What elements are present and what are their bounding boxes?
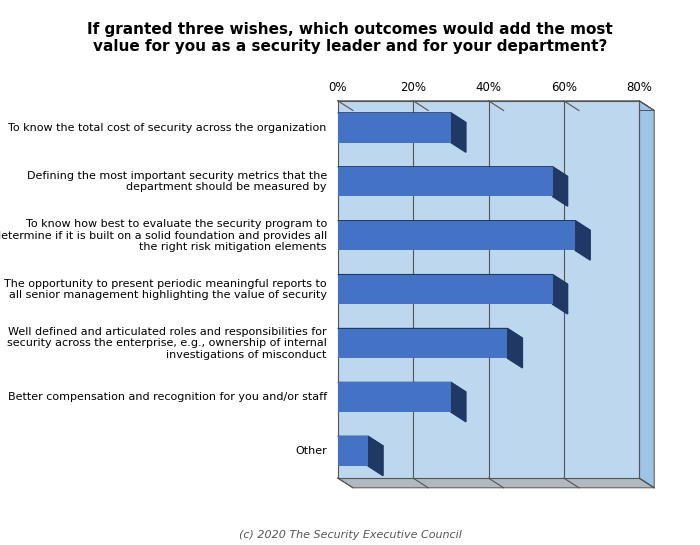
Text: To know how best to evaluate the security program to
determine if it is built on: To know how best to evaluate the securit… [0, 219, 327, 252]
Polygon shape [338, 113, 466, 123]
Polygon shape [338, 101, 654, 111]
Polygon shape [552, 275, 568, 314]
Polygon shape [338, 167, 568, 177]
Polygon shape [368, 437, 383, 476]
Text: (c) 2020 The Security Executive Council: (c) 2020 The Security Executive Council [239, 530, 461, 540]
Text: Well defined and articulated roles and responsibilities for
security across the : Well defined and articulated roles and r… [7, 327, 327, 360]
Text: To know the total cost of security across the organization: To know the total cost of security acros… [8, 123, 327, 133]
Bar [338, 221, 575, 250]
Polygon shape [451, 383, 466, 422]
Text: Better compensation and recognition for you and/or staff: Better compensation and recognition for … [8, 392, 327, 402]
Polygon shape [575, 221, 590, 260]
Polygon shape [451, 113, 466, 152]
Polygon shape [338, 275, 568, 284]
Polygon shape [338, 221, 590, 231]
Bar [338, 113, 451, 143]
Polygon shape [508, 329, 522, 368]
Bar [338, 167, 552, 196]
Text: The opportunity to present periodic meaningful reports to
all senior management : The opportunity to present periodic mean… [4, 278, 327, 300]
Text: Other: Other [295, 446, 327, 456]
Text: If granted three wishes, which outcomes would add the most
value for you as a se: If granted three wishes, which outcomes … [87, 22, 613, 54]
Polygon shape [338, 383, 466, 392]
Polygon shape [639, 101, 654, 488]
Text: Defining the most important security metrics that the
department should be measu: Defining the most important security met… [27, 171, 327, 192]
Polygon shape [338, 329, 522, 338]
Bar [338, 383, 451, 412]
Polygon shape [338, 478, 654, 488]
Bar [338, 275, 552, 304]
Polygon shape [338, 437, 383, 446]
Bar [338, 437, 368, 466]
Polygon shape [552, 167, 568, 206]
Bar [338, 329, 508, 358]
